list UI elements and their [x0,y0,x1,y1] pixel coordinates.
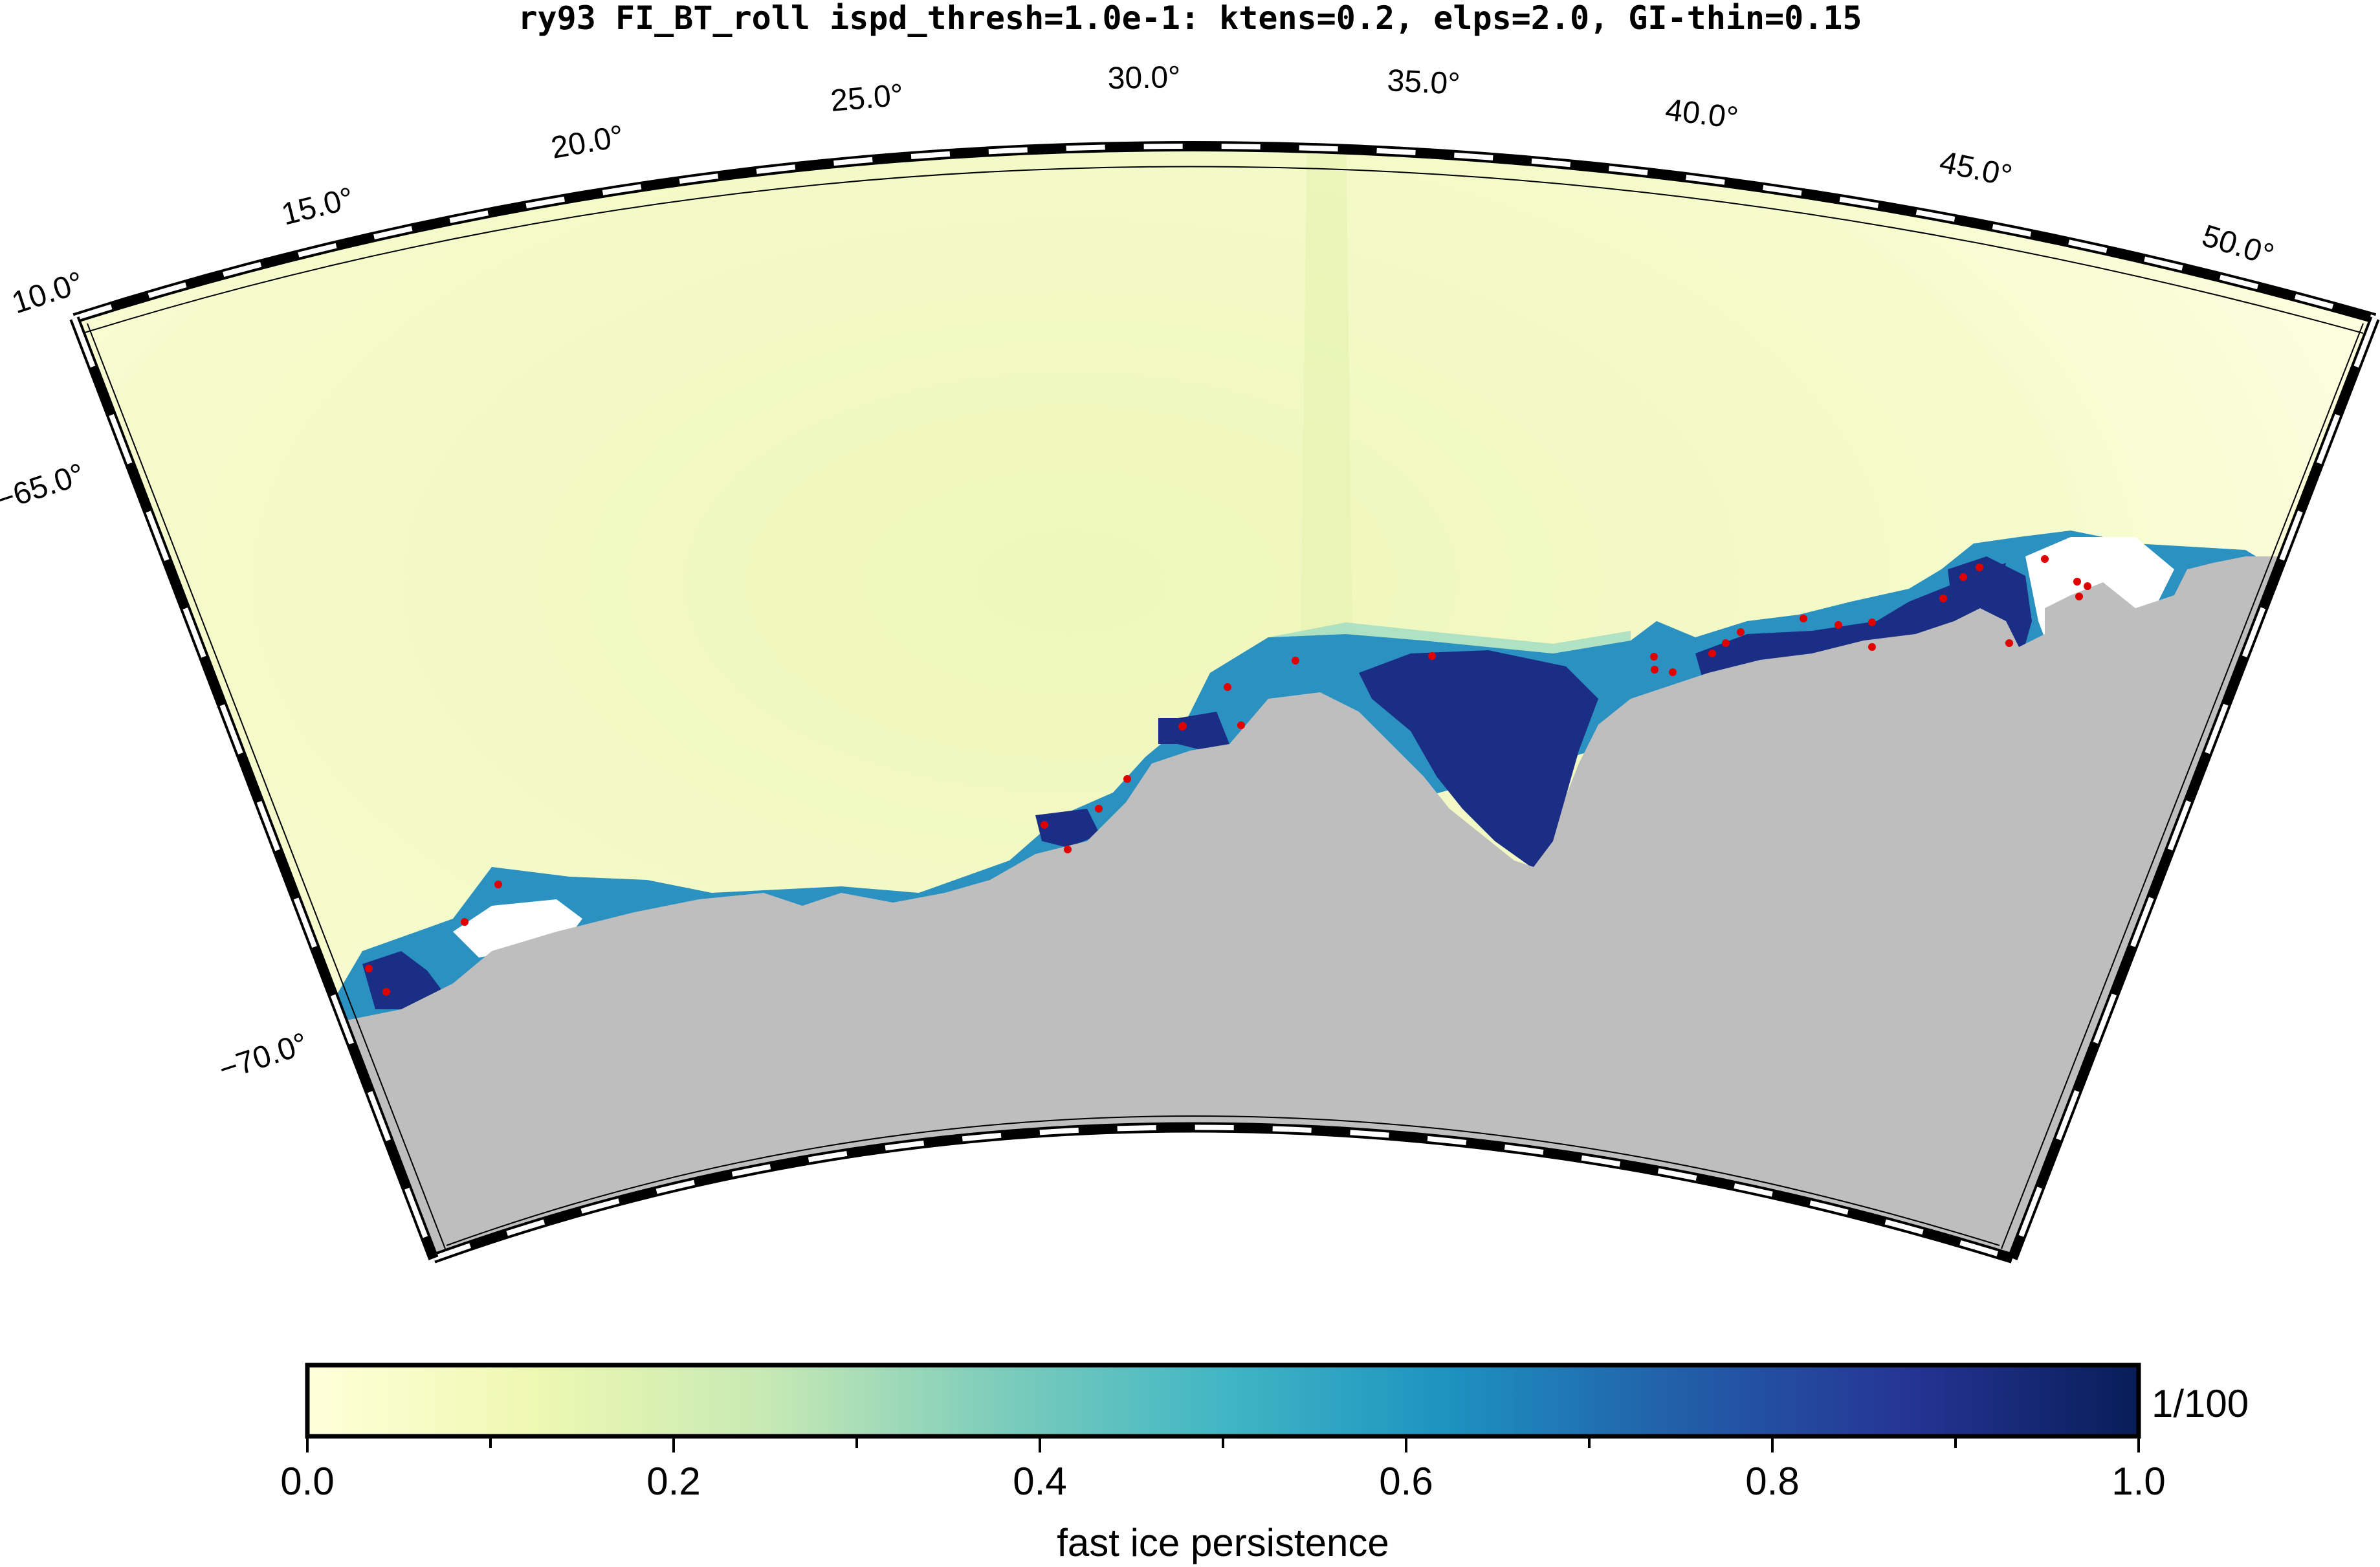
iceberg-marker [2005,639,2013,647]
iceberg-marker [1669,668,1677,676]
iceberg-marker [2084,582,2091,590]
colorbar-tick-label: 0.6 [1379,1460,1433,1503]
iceberg-marker [1224,683,1231,691]
colorbar-label: fast ice persistence [1057,1521,1389,1564]
fast-ice-high-patch-2 [1178,712,1229,751]
figure-title: ry93 FI_BT_roll ispd_thresh=1.0e-1: kten… [518,0,1862,37]
lat-label: −70.0° [215,1027,312,1088]
colorbar-tick-label: 0.2 [646,1460,700,1503]
colorbar-tick-label: 1.0 [2111,1460,2165,1503]
lon-label: 20.0° [549,119,626,166]
frame-right-dashes [2010,317,2377,1260]
fast-ice-high-west [362,951,446,1009]
iceberg-marker [382,988,390,996]
iceberg-marker [1868,643,1876,651]
lat-label: −65.0° [0,457,89,518]
iceberg-marker [1095,805,1103,813]
iceberg-marker [1835,621,1842,629]
iceberg-marker [365,965,373,972]
fast-ice-high-patch-3 [1158,718,1184,744]
fast-ice-fringe [1268,622,1631,653]
colorbar: 0.0 0.2 0.4 0.6 0.8 1.0 1/100 fast ice p… [280,1363,2249,1564]
iceberg-marker [461,918,468,926]
fast-ice-high-embayment [1359,650,1598,873]
ocean-streak [1301,146,1352,647]
iceberg-marker [1428,652,1436,660]
iceberg-marker [1041,821,1048,829]
iceberg-marker [1868,619,1876,626]
iceberg-marker [494,881,502,888]
iceberg-marker [1976,564,1983,571]
iceberg-marker [1179,722,1187,730]
frame-left-dashes [72,317,436,1260]
grounded-iceberg-markers [365,555,2091,996]
colorbar-tick-label: 0.0 [280,1460,334,1503]
frame-bottom-dashes [432,1124,2014,1261]
iceberg-marker [1064,846,1072,853]
frame-top-dashes [73,144,2376,321]
fast-ice-high-patch-1 [1035,809,1100,848]
land-area [74,556,2375,1258]
iceberg-marker [1292,657,1299,664]
colorbar-ticks [306,1436,2140,1452]
lon-label: 25.0° [829,78,905,118]
iceberg-marker [1237,721,1245,729]
colorbar-multiplier: 1/100 [2152,1382,2249,1425]
lon-label: 40.0° [1664,93,1740,135]
iceberg-marker [1737,628,1745,636]
lon-label: 10.0° [8,265,87,320]
lon-label: 15.0° [278,181,357,232]
iceberg-marker [2073,578,2081,586]
iceberg-marker [2075,593,2083,600]
map-frame [69,141,2380,1264]
colorbar-gradient [305,1363,2141,1439]
lon-label: 50.0° [2198,219,2278,273]
iceberg-marker [1708,650,1716,657]
lon-label: 45.0° [1937,145,2015,193]
lon-label: 30.0° [1107,60,1181,96]
iceberg-marker [1959,573,1967,581]
iceberg-marker [1650,653,1658,661]
iceberg-marker [1800,615,1807,622]
lon-label: 35.0° [1386,63,1460,102]
iceberg-marker [1123,775,1131,783]
frame-right-inner [2001,323,2364,1249]
colorbar-tick-label: 0.4 [1013,1460,1066,1503]
frame-top-inner [82,166,2364,334]
colorbar-tick-label: 0.8 [1745,1460,1799,1503]
iceberg-marker [1722,639,1730,647]
frame-bottom-inner [446,1115,2000,1246]
frame-left-inner [87,323,446,1249]
iceberg-marker [1939,595,1947,602]
iceberg-marker [1651,666,1658,674]
iceberg-marker [2041,555,2049,563]
